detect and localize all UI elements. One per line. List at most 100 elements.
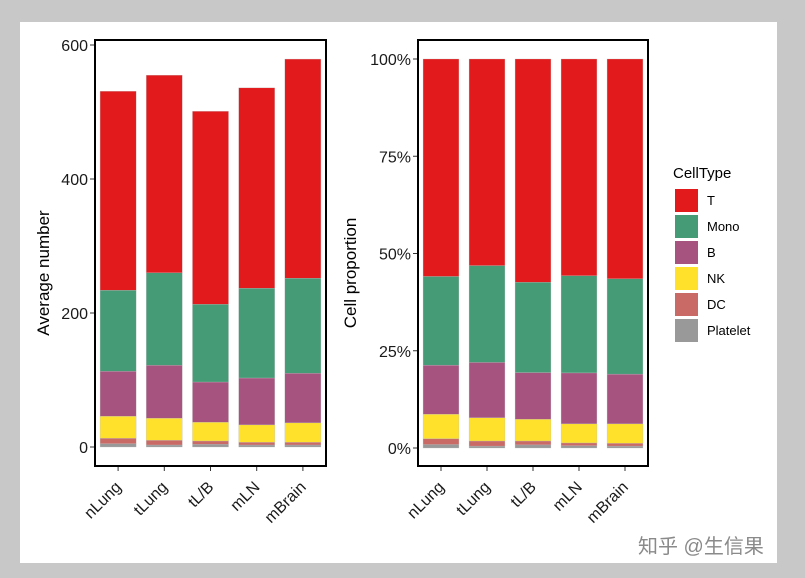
bar-mLN-Platelet: [560, 445, 598, 449]
bar-nLung-B: [422, 364, 460, 415]
x-tick-label: tL/B: [185, 479, 217, 511]
legend-swatch-t: [675, 189, 698, 212]
bar-tL-B-NK: [192, 422, 229, 442]
bar-tL-B-DC: [192, 440, 229, 445]
bar-tLung-Mono: [468, 265, 506, 363]
bar-mLN-T: [238, 87, 275, 289]
bar-tLung-NK: [468, 417, 506, 442]
bar-nLung-DC: [99, 438, 137, 444]
legend-swatch-platelet: [675, 319, 698, 342]
bar-tLung-Mono: [146, 272, 183, 366]
y-axis-title: Average number: [34, 210, 53, 336]
legend-swatch-nk: [675, 267, 698, 290]
bar-mLN-B: [560, 372, 598, 425]
bar-tLung-DC: [146, 440, 183, 446]
y-tick-label: 50%: [379, 247, 411, 264]
panel-border: [417, 39, 649, 467]
bar-nLung-NK: [422, 414, 460, 439]
bar-tLung-NK: [146, 418, 183, 441]
y-tick-label: 0: [79, 440, 88, 457]
y-tick-label: 75%: [379, 149, 411, 166]
legend-swatch-mono: [675, 215, 698, 238]
bar-mLN-T: [560, 58, 598, 276]
legend-label-b: B: [707, 245, 716, 260]
legend-label-platelet: Platelet: [707, 323, 751, 338]
bar-mLN-Mono: [238, 288, 275, 379]
x-tick-label: tLung: [453, 479, 493, 519]
bar-mBrain-DC: [606, 443, 644, 447]
legend-label-t: T: [707, 193, 715, 208]
bar-mBrain-NK: [284, 422, 322, 443]
bar-tL-B-T: [514, 58, 552, 283]
bar-nLung-NK: [99, 416, 137, 439]
bar-mBrain-B: [606, 373, 644, 425]
bar-tL-B-Mono: [514, 282, 552, 373]
bar-tLung-DC: [468, 440, 506, 447]
bar-mBrain-Platelet: [284, 444, 322, 448]
y-tick-label: 0%: [388, 441, 411, 458]
legend: CellType T Mono B NK DC Platelet: [673, 165, 751, 342]
x-tick-label: mBrain: [584, 479, 632, 527]
bar-nLung-Platelet: [422, 444, 460, 449]
legend-label-nk: NK: [707, 271, 725, 286]
bar-nLung-Mono: [99, 290, 137, 372]
bar-mBrain-T: [606, 58, 644, 279]
bar-mBrain-DC: [284, 442, 322, 446]
bar-tL-B-NK: [514, 419, 552, 442]
bar-tLung-Platelet: [146, 444, 183, 448]
bar-nLung-T: [99, 91, 137, 291]
y-tick-label: 25%: [379, 344, 411, 361]
bar-tL-B-B: [514, 372, 552, 420]
bar-nLung-B: [99, 371, 137, 417]
bar-mLN-NK: [238, 424, 275, 443]
bar-mBrain-B: [284, 373, 322, 424]
bar-tL-B-DC: [514, 440, 552, 446]
bar-nLung-Platelet: [99, 443, 137, 448]
x-tick-label: mLN: [550, 479, 586, 515]
bar-tLung-B: [468, 362, 506, 418]
y-tick-label: 600: [61, 38, 88, 55]
x-tick-label: mBrain: [262, 479, 310, 527]
panel-border: [94, 39, 327, 467]
bar-tLung-B: [146, 365, 183, 419]
bar-nLung-DC: [422, 438, 460, 445]
x-tick-label: nLung: [404, 479, 447, 522]
bar-mLN-DC: [238, 442, 275, 446]
bar-nLung-T: [422, 58, 460, 277]
y-tick-label: 400: [61, 172, 88, 189]
bar-mBrain-Mono: [606, 278, 644, 375]
x-tick-label: nLung: [81, 479, 124, 522]
bar-tLung-T: [146, 75, 183, 273]
watermark: 知乎 @生信果: [638, 535, 764, 558]
legend-swatch-dc: [675, 293, 698, 316]
bar-mBrain-NK: [606, 423, 644, 444]
bar-tLung-T: [468, 58, 506, 266]
y-tick-label: 200: [61, 306, 88, 323]
x-tick-label: mLN: [228, 479, 264, 515]
legend-label-dc: DC: [707, 297, 726, 312]
bar-tL-B-B: [192, 381, 229, 423]
bar-tL-B-T: [192, 111, 229, 305]
bar-mLN-Mono: [560, 275, 598, 374]
y-tick-label: 100%: [370, 52, 411, 69]
bar-nLung-Mono: [422, 276, 460, 366]
legend-title: CellType: [673, 165, 731, 182]
x-tick-label: tLung: [131, 479, 171, 519]
bar-mBrain-Platelet: [606, 445, 644, 449]
legend-label-mono: Mono: [707, 219, 740, 234]
bar-mLN-B: [238, 377, 275, 426]
bar-mBrain-Mono: [284, 278, 322, 374]
bar-mLN-NK: [560, 423, 598, 444]
bar-tL-B-Platelet: [514, 444, 552, 449]
bar-tL-B-Mono: [192, 304, 229, 383]
y-axis-title: Cell proportion: [341, 218, 360, 329]
bar-tL-B-Platelet: [192, 444, 229, 448]
x-tick-label: tL/B: [508, 479, 540, 511]
legend-swatch-b: [675, 241, 698, 264]
bar-mLN-Platelet: [238, 444, 275, 448]
bar-mBrain-T: [284, 58, 322, 279]
bar-tLung-Platelet: [468, 445, 506, 449]
